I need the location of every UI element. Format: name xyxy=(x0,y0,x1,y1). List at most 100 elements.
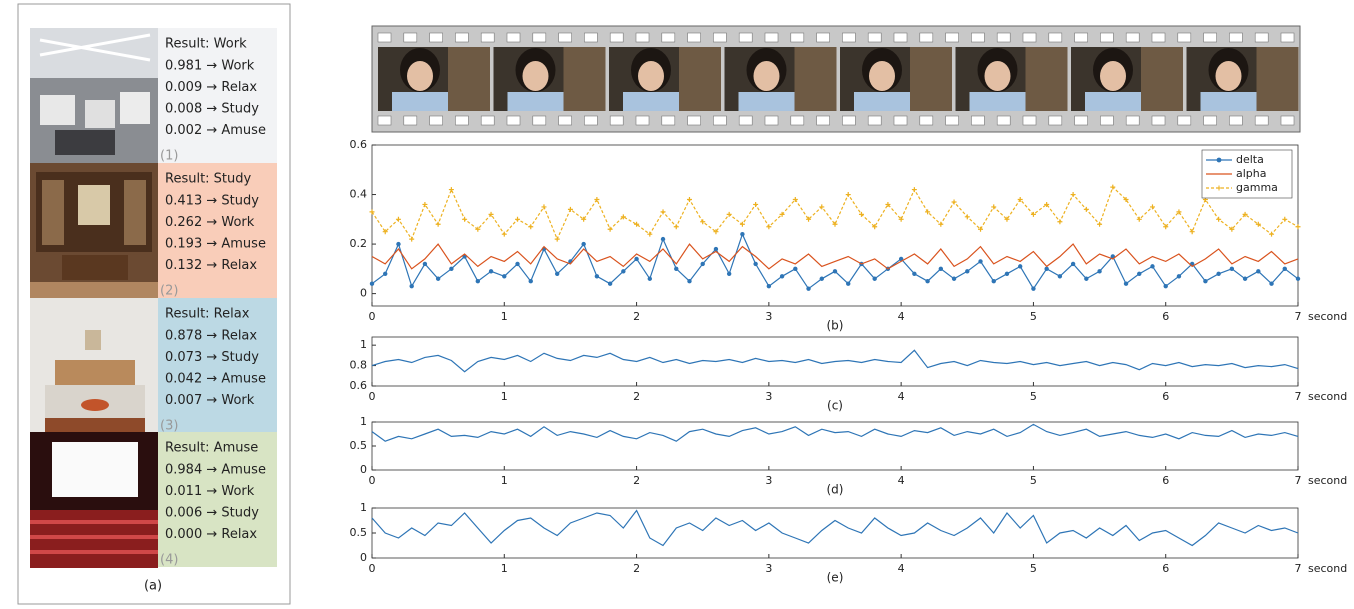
point-marker xyxy=(965,269,970,274)
point-marker xyxy=(369,209,375,215)
point-marker xyxy=(819,204,825,210)
point-marker xyxy=(448,187,454,193)
point-marker xyxy=(501,231,507,237)
series-line xyxy=(371,186,1299,241)
sprocket-hole xyxy=(764,115,779,126)
point-marker xyxy=(528,279,533,284)
point-marker xyxy=(819,276,824,281)
point-marker xyxy=(925,209,931,215)
point-marker xyxy=(647,231,653,237)
sprocket-hole xyxy=(945,115,959,126)
frame-wall xyxy=(910,47,952,111)
frame-body xyxy=(1200,92,1257,111)
point-marker xyxy=(674,266,679,272)
point-marker xyxy=(634,221,640,227)
result-card xyxy=(158,432,277,567)
x-tick-label: 1 xyxy=(501,390,508,403)
chart-caption: (c) xyxy=(827,399,843,413)
point-marker xyxy=(1083,206,1089,212)
x-axis-label: second xyxy=(1308,390,1347,403)
sprocket-hole xyxy=(661,32,676,43)
point-marker xyxy=(1097,269,1102,274)
point-marker xyxy=(1256,269,1261,274)
point-marker xyxy=(502,274,507,279)
scene-image xyxy=(30,163,158,298)
point-marker xyxy=(991,279,996,284)
sprocket-hole xyxy=(867,115,882,126)
x-axis-label: second xyxy=(1308,310,1347,323)
point-marker xyxy=(779,274,785,279)
sprocket-hole xyxy=(455,115,469,126)
sprocket-hole xyxy=(738,32,753,43)
filmstrip xyxy=(371,25,1301,133)
point-marker xyxy=(753,261,758,267)
frame-wall xyxy=(448,47,490,111)
x-tick-label: 6 xyxy=(1162,310,1169,323)
point-marker xyxy=(1189,229,1195,235)
point-marker xyxy=(1137,271,1142,276)
y-tick-label: 1 xyxy=(360,415,367,428)
legend-marker xyxy=(1216,157,1222,163)
video-frame xyxy=(493,47,606,111)
video-frame xyxy=(1071,47,1183,111)
series-line xyxy=(371,349,1299,373)
point-marker xyxy=(1004,216,1010,222)
probability-line: 0.878 → Relax xyxy=(165,329,257,344)
x-tick-label: 0 xyxy=(369,310,376,323)
result-title: Result: Work xyxy=(165,37,247,52)
point-marker xyxy=(687,279,692,284)
point-marker xyxy=(726,211,732,217)
sprocket-hole xyxy=(1125,115,1140,126)
y-tick-label: 1 xyxy=(360,338,367,351)
x-tick-label: 3 xyxy=(765,562,772,575)
sprocket-hole xyxy=(532,115,547,126)
sprocket-hole xyxy=(635,32,650,43)
legend-label: gamma xyxy=(1236,181,1278,194)
point-marker xyxy=(806,216,812,222)
sprocket-hole xyxy=(687,115,701,126)
point-marker xyxy=(846,281,851,286)
sprocket-hole xyxy=(687,32,701,43)
point-marker xyxy=(1070,261,1076,267)
sprocket-hole xyxy=(1229,115,1243,126)
sprocket-hole xyxy=(738,115,753,126)
point-marker xyxy=(409,283,414,289)
point-marker xyxy=(581,216,587,222)
point-marker xyxy=(739,221,745,227)
sprocket-hole xyxy=(764,32,779,43)
probability-line: 0.000 → Relax xyxy=(165,527,257,542)
sprocket-hole xyxy=(558,115,572,126)
point-marker xyxy=(1017,196,1023,202)
y-tick-label: 0.8 xyxy=(350,359,368,372)
plot-frame xyxy=(371,507,1299,559)
x-tick-label: 4 xyxy=(898,562,905,575)
point-marker xyxy=(1149,204,1155,210)
frame-body xyxy=(738,92,795,111)
sprocket-hole xyxy=(1280,32,1295,43)
result-card xyxy=(158,163,277,298)
sprocket-hole xyxy=(1203,115,1217,126)
sprocket-hole xyxy=(1022,115,1037,126)
point-marker xyxy=(594,196,600,202)
point-marker xyxy=(1295,224,1301,230)
point-marker xyxy=(581,241,586,247)
sprocket-hole xyxy=(713,115,727,126)
point-marker xyxy=(594,274,600,279)
point-marker xyxy=(832,269,838,274)
point-marker xyxy=(1084,276,1089,281)
point-marker xyxy=(713,246,719,252)
frame-wall xyxy=(1025,47,1068,111)
probability-line: 0.193 → Amuse xyxy=(165,237,266,252)
sprocket-hole xyxy=(1048,115,1063,126)
sprocket-hole xyxy=(506,115,521,126)
x-axis-label: second xyxy=(1308,562,1347,575)
sprocket-hole xyxy=(1280,115,1295,126)
frame-face xyxy=(869,61,895,91)
sprocket-hole xyxy=(609,115,624,126)
point-marker xyxy=(620,214,626,220)
point-marker xyxy=(700,261,705,267)
sprocket-hole xyxy=(996,32,1011,43)
point-marker xyxy=(555,271,560,276)
probability-line: 0.002 → Amuse xyxy=(165,123,266,138)
point-marker xyxy=(885,201,891,207)
